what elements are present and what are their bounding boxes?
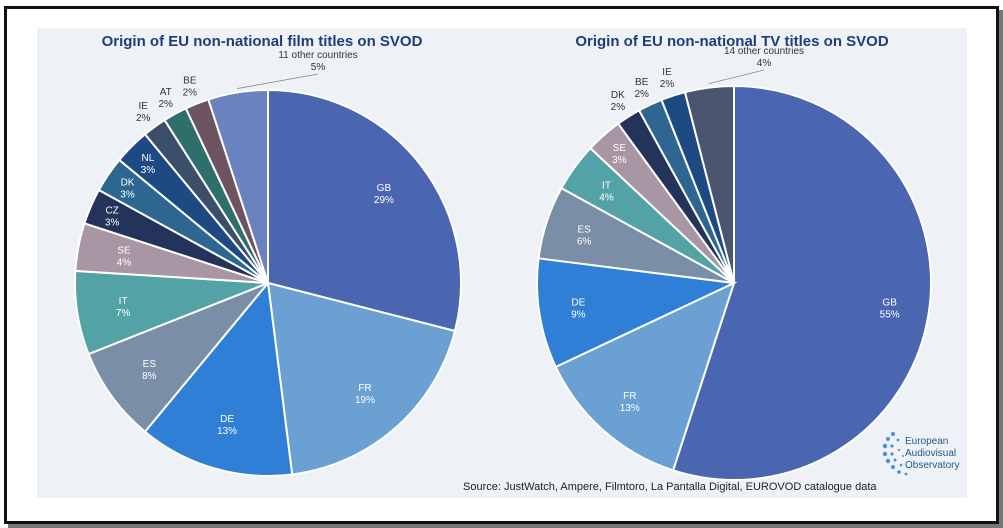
chart-title-tv: Origin of EU non-national TV titles on S… xyxy=(575,33,888,50)
slice-label: SE xyxy=(613,143,627,154)
chart-title-film: Origin of EU non-national film titles on… xyxy=(102,33,423,50)
slice-pct: 2% xyxy=(635,89,650,100)
slice-pct: 2% xyxy=(158,99,173,110)
leader-line xyxy=(237,73,319,89)
slice-pct: 3% xyxy=(612,155,627,166)
slice-label: IT xyxy=(119,296,128,307)
slice-label: BE xyxy=(183,76,197,87)
slice-pct: 2% xyxy=(136,113,151,124)
slice-label: IT xyxy=(602,180,611,191)
slice-pct: 3% xyxy=(105,218,120,229)
pie-slice-1-de xyxy=(536,257,738,369)
slice-pct: 3% xyxy=(141,165,156,176)
slice-label: ES xyxy=(143,359,157,370)
slice-label: IE xyxy=(138,101,148,112)
slice-pct: 2% xyxy=(611,102,626,113)
eao-logo-icon xyxy=(882,432,908,476)
source-note: Source: JustWatch, Ampere, Filmtoro, La … xyxy=(463,481,877,493)
slice-label: GB xyxy=(882,298,897,309)
slice-pct: 3% xyxy=(120,190,135,201)
pie-slice-0-fr xyxy=(266,281,457,476)
pie-slice-0-es xyxy=(87,282,269,434)
slice-pct: 13% xyxy=(217,426,237,437)
logo-text: European Audiovisual Observatory xyxy=(905,436,959,472)
pie-slice-1-gb xyxy=(671,84,932,481)
slice-pct: 13% xyxy=(620,403,640,414)
slice-label: NL xyxy=(142,153,155,164)
logo-line-1: European xyxy=(905,436,949,447)
slice-pct: 7% xyxy=(116,308,131,319)
slice-pct: 2% xyxy=(183,88,198,99)
slice-label: BE xyxy=(635,77,649,88)
pie-slice-1-fr xyxy=(554,281,736,472)
slice-pct: 29% xyxy=(374,195,394,206)
pie-film: GB29%FR19%DE13%ES8%IT7%SE4%CZ3%DK3%NL3%I… xyxy=(74,50,462,477)
slice-label: DK xyxy=(121,178,135,189)
slice-pct: 4% xyxy=(117,258,132,269)
slice-pct: 55% xyxy=(880,310,900,321)
slice-pct: 8% xyxy=(142,371,157,382)
slice-label: ES xyxy=(577,224,591,235)
slice-pct: 19% xyxy=(355,395,375,406)
slice-label: 11 other countries xyxy=(278,50,357,61)
slice-label: DE xyxy=(220,414,234,425)
slice-label: SE xyxy=(117,246,131,257)
logo-line-2: Audiovisual xyxy=(905,448,957,459)
slice-label: IE xyxy=(662,67,672,78)
pie-slice-0-gb xyxy=(267,88,462,333)
slice-label: AT xyxy=(160,87,172,98)
slice-pct: 6% xyxy=(577,236,592,247)
slice-label: GB xyxy=(377,183,392,194)
slice-label: 14 other countries xyxy=(724,46,804,57)
slice-label: CZ xyxy=(105,206,118,217)
slice-label: DK xyxy=(611,90,625,101)
slice-pct: 4% xyxy=(757,58,772,69)
slice-label: DE xyxy=(571,298,585,309)
slice-pct: 2% xyxy=(660,79,675,90)
leader-line xyxy=(708,69,765,85)
slice-label: FR xyxy=(358,383,371,394)
slice-pct: 4% xyxy=(599,192,614,203)
pie-slice-0-de xyxy=(143,280,294,477)
slice-pct: 5% xyxy=(311,62,326,73)
pie-slice-1-14-other-countries xyxy=(683,84,735,284)
pie-tv: GB55%FR13%DE9%ES6%IT4%SE3%DK2%BE2%IE2%14… xyxy=(536,46,932,481)
slice-label: FR xyxy=(623,391,636,402)
pie-slice-0-11-other-countries xyxy=(207,88,269,284)
slice-pct: 9% xyxy=(571,310,586,321)
logo-line-3: Observatory xyxy=(905,460,960,471)
